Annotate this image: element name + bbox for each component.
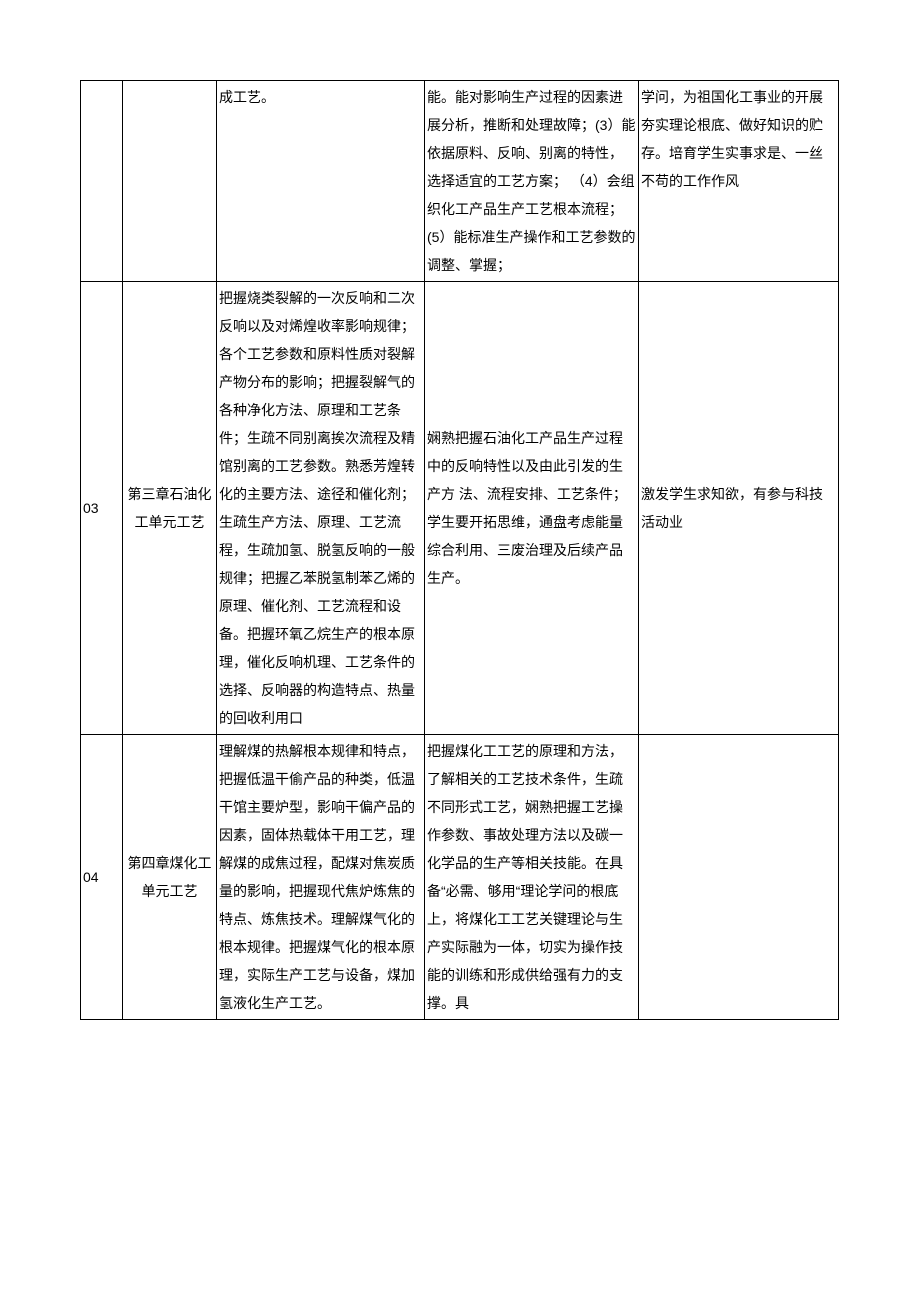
- row-id-cell: 03: [81, 282, 123, 735]
- knowledge-cell: 把握烧类裂解的一次反响和二次反响以及对烯煌收率影响规律；各个工艺参数和原料性质对…: [217, 282, 425, 735]
- row-id-cell: 04: [81, 735, 123, 1020]
- table-row: 03 第三章石油化工单元工艺 把握烧类裂解的一次反响和二次反响以及对烯煌收率影响…: [81, 282, 839, 735]
- moral-cell: 激发学生求知欲，有参与科技活动业: [639, 282, 839, 735]
- skill-cell: 能。能对影响生产过程的因素进展分析，推断和处理故障；(3）能依据原料、反响、别离…: [425, 81, 639, 282]
- chapter-title-cell: 第四章煤化工单元工艺: [123, 735, 217, 1020]
- chapter-title-cell: 第三章石油化工单元工艺: [123, 282, 217, 735]
- knowledge-cell: 理解煤的热解根本规律和特点，把握低温干偷产品的种类，低温干馆主要炉型，影响干偏产…: [217, 735, 425, 1020]
- curriculum-table: 成工艺。 能。能对影响生产过程的因素进展分析，推断和处理故障；(3）能依据原料、…: [80, 80, 839, 1020]
- moral-cell: [639, 735, 839, 1020]
- knowledge-cell: 成工艺。: [217, 81, 425, 282]
- moral-cell: 学问，为祖国化工事业的开展夯实理论根底、做好知识的贮存。培育学生实事求是、一丝不…: [639, 81, 839, 282]
- skill-cell: 把握煤化工工艺的原理和方法，了解相关的工艺技术条件，生疏不同形式工艺，娴熟把握工…: [425, 735, 639, 1020]
- chapter-title-cell: [123, 81, 217, 282]
- row-id-cell: [81, 81, 123, 282]
- skill-cell: 娴熟把握石油化工产品生产过程中的反响特性以及由此引发的生产方 法、流程安排、工艺…: [425, 282, 639, 735]
- table-row: 04 第四章煤化工单元工艺 理解煤的热解根本规律和特点，把握低温干偷产品的种类，…: [81, 735, 839, 1020]
- table-row: 成工艺。 能。能对影响生产过程的因素进展分析，推断和处理故障；(3）能依据原料、…: [81, 81, 839, 282]
